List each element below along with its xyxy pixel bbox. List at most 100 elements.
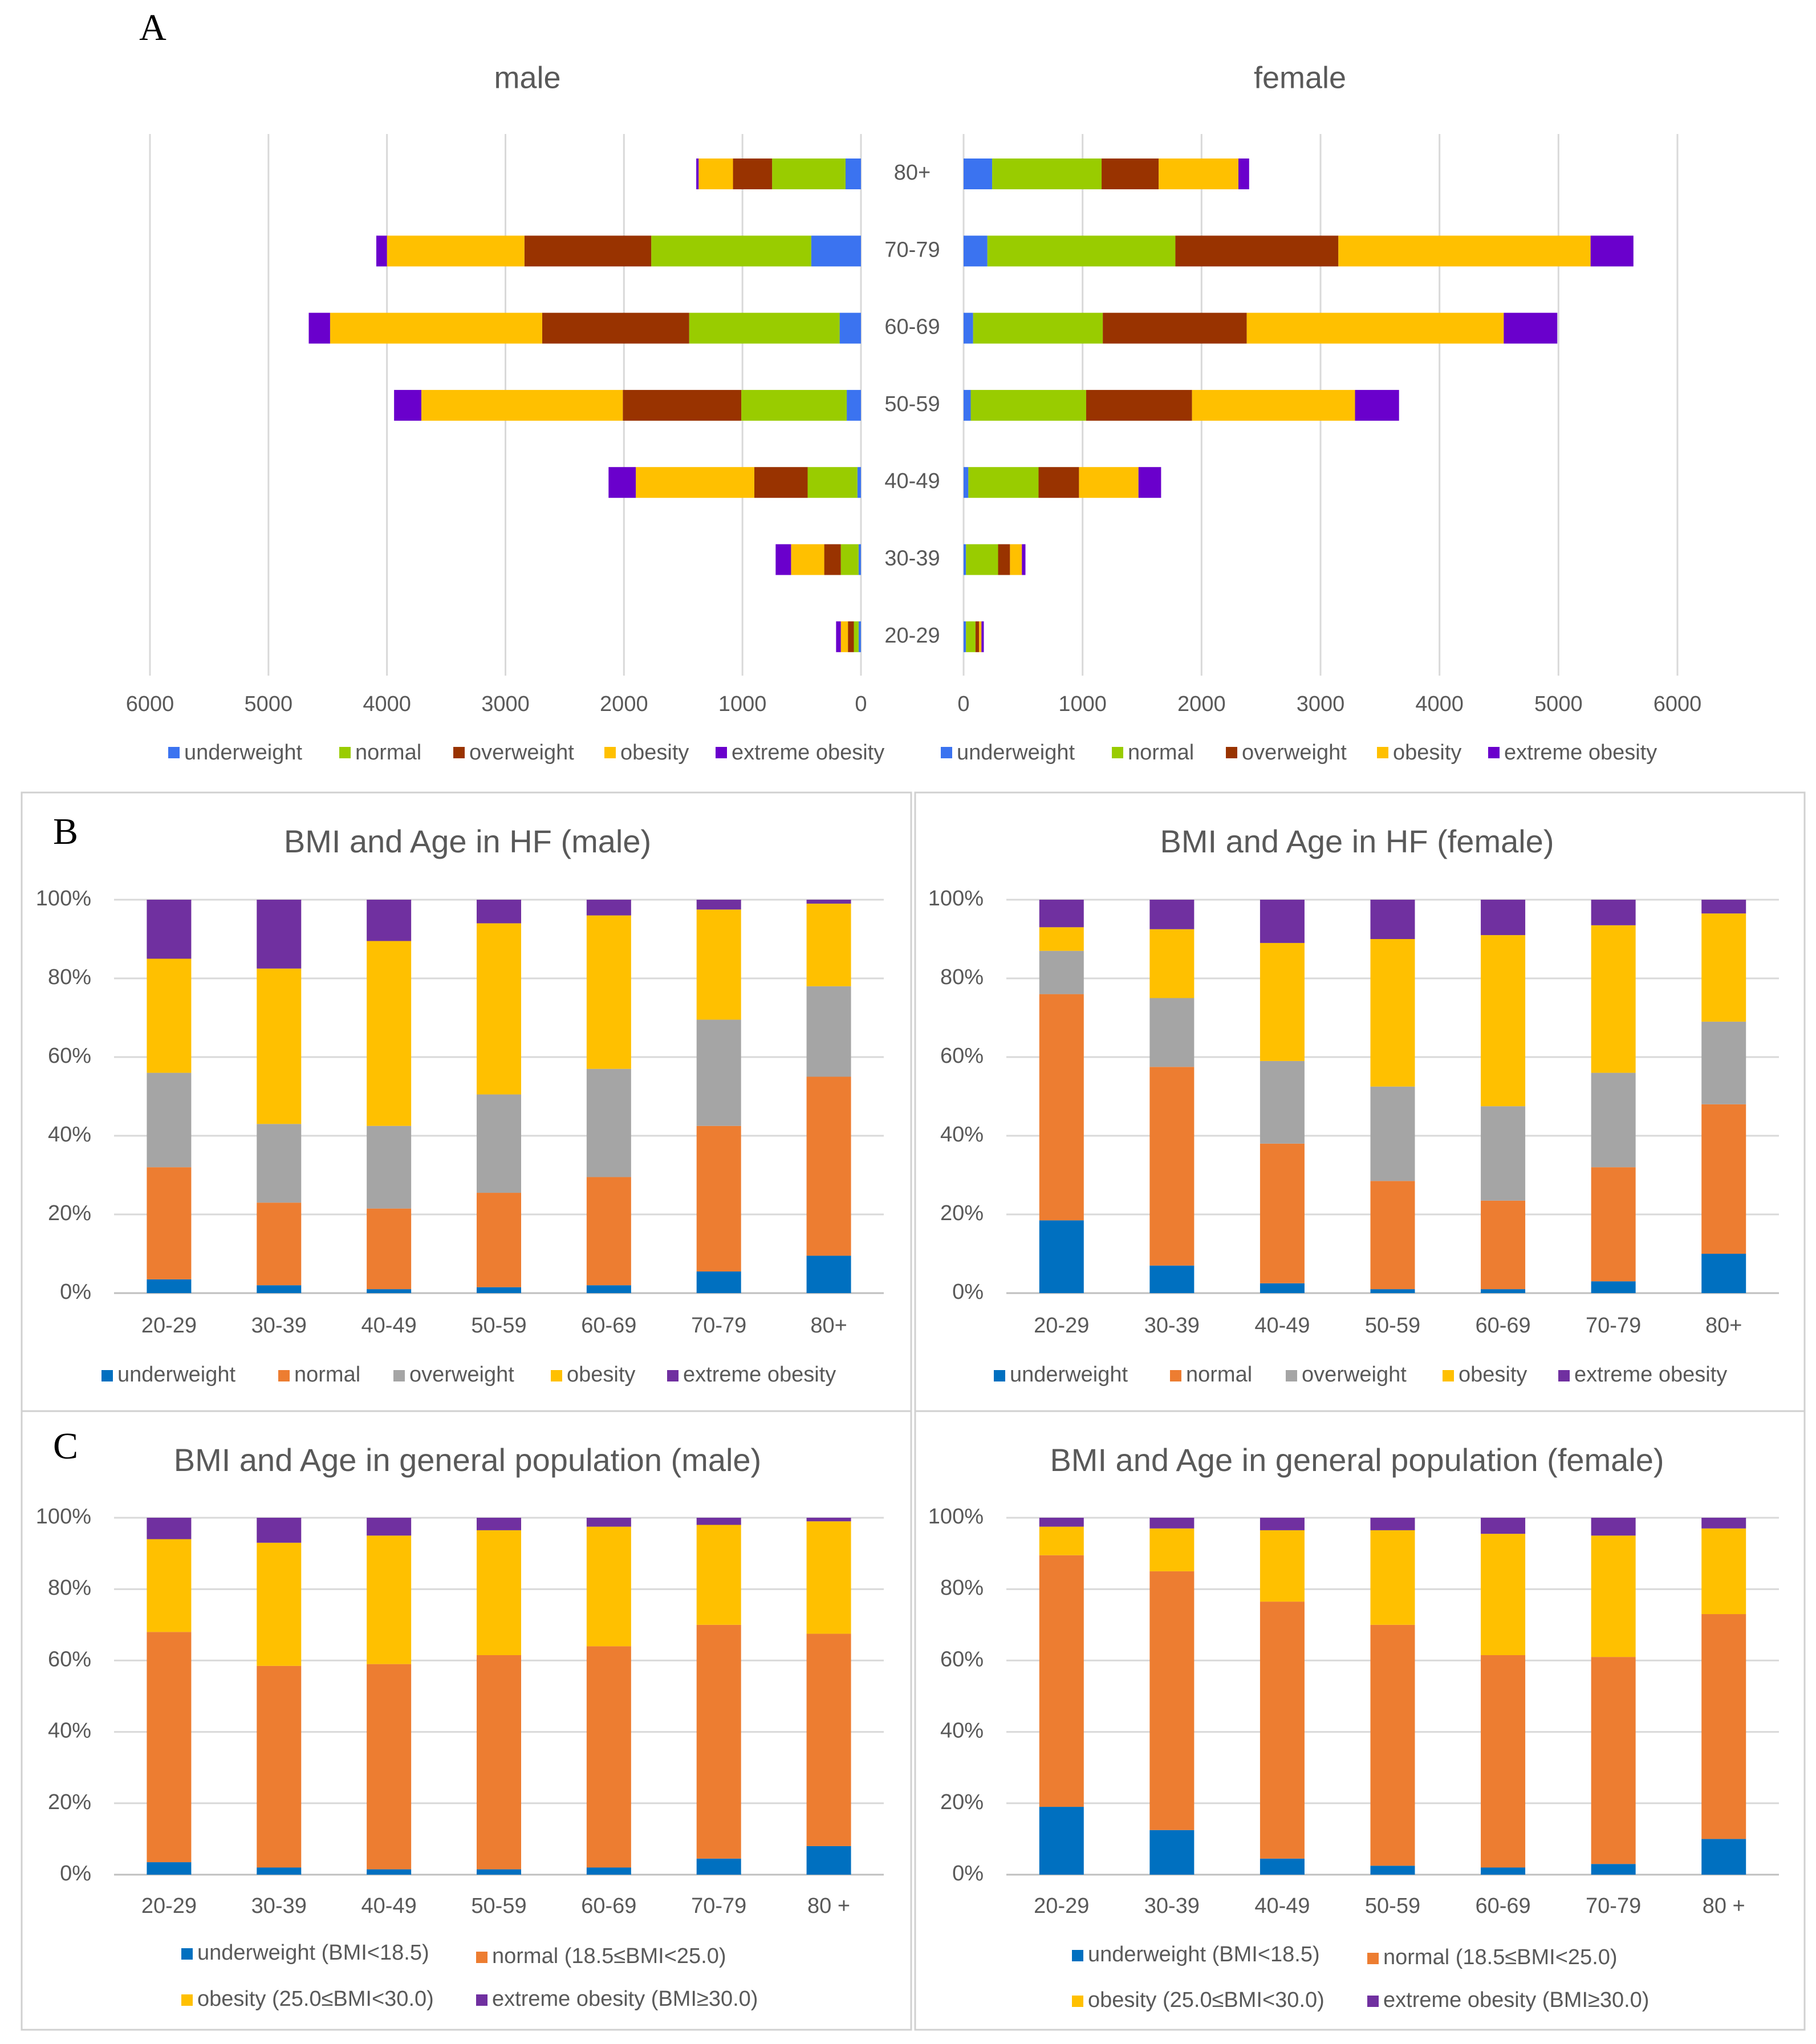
bar-left-normal-6 xyxy=(854,621,859,652)
x-category-label: 60-69 xyxy=(581,1314,636,1338)
legend-label: obesity (25.0≤BMI<30.0) xyxy=(197,1987,434,2011)
legend-label: normal (18.5≤BMI<25.0) xyxy=(1383,1945,1618,1969)
bar-B-male-overweight-6 xyxy=(806,986,851,1077)
x-category-label: 20-29 xyxy=(1034,1894,1089,1918)
bar-B-male-normal-4 xyxy=(586,1177,631,1286)
legend-swatch-C-female-1 xyxy=(1367,1953,1379,1964)
legend-label-left: overweight xyxy=(469,741,574,765)
bar-B-male-underweight-0 xyxy=(147,1279,192,1293)
bar-right-overweight-1 xyxy=(1175,235,1339,267)
bar-left-extreme_obesity-2 xyxy=(308,312,330,344)
bar-C-female-extreme_obesity-0 xyxy=(1039,1518,1084,1527)
bar-B-male-underweight-5 xyxy=(696,1271,741,1293)
bar-B-male-extreme_obesity-0 xyxy=(147,900,192,959)
bar-B-female-normal-4 xyxy=(1481,1200,1526,1290)
bar-right-extreme_obesity-5 xyxy=(1022,544,1026,575)
bar-right-obesity-2 xyxy=(1246,312,1504,344)
legend-label: obesity (25.0≤BMI<30.0) xyxy=(1088,1988,1325,2012)
bar-right-underweight-2 xyxy=(964,312,973,344)
bar-right-normal-3 xyxy=(970,389,1086,421)
bar-B-female-normal-0 xyxy=(1039,994,1084,1221)
x-category-label: 20-29 xyxy=(141,1894,197,1918)
bar-B-female-normal-3 xyxy=(1370,1181,1415,1290)
bar-right-extreme_obesity-0 xyxy=(1238,159,1249,189)
bar-C-male-extreme_obesity-6 xyxy=(806,1518,851,1522)
legend-label-right: extreme obesity xyxy=(1504,741,1657,765)
legend-label: normal (18.5≤BMI<25.0) xyxy=(492,1944,726,1968)
y-tick-label: 80% xyxy=(940,965,984,989)
x-category-label: 60-69 xyxy=(581,1894,636,1918)
legend-label: underweight (BMI<18.5) xyxy=(197,1941,429,1965)
bar-B-male-overweight-5 xyxy=(696,1019,741,1126)
y-tick-label: 40% xyxy=(48,1719,91,1743)
bar-C-female-obesity-5 xyxy=(1591,1535,1636,1657)
bar-right-overweight-5 xyxy=(998,544,1010,575)
bar-right-overweight-2 xyxy=(1103,312,1247,344)
legend-swatch-left-3 xyxy=(604,747,616,758)
bar-left-extreme_obesity-1 xyxy=(376,235,387,267)
bar-B-female-overweight-4 xyxy=(1481,1106,1526,1201)
bar-left-obesity-5 xyxy=(791,544,824,575)
bar-left-normal-1 xyxy=(651,235,811,267)
bar-B-male-extreme_obesity-1 xyxy=(257,900,302,969)
bar-left-extreme_obesity-0 xyxy=(696,159,699,189)
x-tick-label-left: 1000 xyxy=(718,692,767,716)
panel-frame-2 xyxy=(21,1410,912,2031)
bar-C-female-obesity-6 xyxy=(1701,1528,1746,1615)
legend-swatch-left-4 xyxy=(716,747,727,758)
x-category-label: 40-49 xyxy=(361,1894,417,1918)
legend-swatch-B-male-0 xyxy=(101,1370,113,1381)
y-tick-label: 0% xyxy=(952,1280,984,1304)
bar-right-obesity-6 xyxy=(979,621,982,652)
bar-C-female-normal-1 xyxy=(1149,1571,1195,1830)
legend-label: extreme obesity (BMI≥30.0) xyxy=(492,1987,758,2011)
legend-label-left: normal xyxy=(355,741,421,765)
panel-frame-3 xyxy=(914,1410,1806,2031)
legend-swatch-C-female-3 xyxy=(1367,1996,1379,2007)
bar-right-extreme_obesity-6 xyxy=(981,621,984,652)
bar-left-overweight-2 xyxy=(542,312,689,344)
y-tick-label: 100% xyxy=(36,887,91,911)
chart-title-right: female xyxy=(1254,60,1346,95)
x-category-label: 80+ xyxy=(1705,1314,1742,1338)
bar-C-female-normal-2 xyxy=(1260,1602,1305,1859)
bar-C-male-obesity-0 xyxy=(147,1539,192,1632)
bar-B-male-overweight-4 xyxy=(586,1068,631,1177)
bar-C-male-underweight-0 xyxy=(147,1862,192,1875)
legend-label-left: extreme obesity xyxy=(732,741,884,765)
bar-B-female-obesity-3 xyxy=(1370,939,1415,1087)
legend-swatch-C-male-3 xyxy=(476,1994,487,2006)
bar-C-female-obesity-2 xyxy=(1260,1530,1305,1602)
y-tick-label: 20% xyxy=(48,1201,91,1225)
legend-label-right: obesity xyxy=(1393,741,1461,765)
bar-B-female-extreme_obesity-4 xyxy=(1481,900,1526,936)
legend-swatch-left-2 xyxy=(453,747,465,758)
x-category-label: 70-79 xyxy=(1586,1894,1641,1918)
bar-right-normal-0 xyxy=(992,159,1102,189)
x-category-label: 60-69 xyxy=(1475,1894,1530,1918)
x-tick-label-left: 6000 xyxy=(126,692,174,716)
y-tick-label: 80% xyxy=(48,965,91,989)
x-category-label: 50-59 xyxy=(471,1894,526,1918)
legend-swatch-left-1 xyxy=(339,747,351,758)
y-tick-label: 40% xyxy=(48,1123,91,1147)
bar-C-male-obesity-2 xyxy=(367,1535,412,1664)
y-tick-label: 80% xyxy=(940,1576,984,1600)
legend-swatch-right-3 xyxy=(1377,747,1388,758)
bar-left-underweight-6 xyxy=(858,621,861,652)
bar-C-female-obesity-0 xyxy=(1039,1526,1084,1555)
bar-left-normal-3 xyxy=(741,389,847,421)
bar-B-female-overweight-3 xyxy=(1370,1086,1415,1181)
bar-B-male-overweight-2 xyxy=(367,1125,412,1209)
bar-B-female-overweight-2 xyxy=(1260,1060,1305,1144)
bar-C-female-underweight-0 xyxy=(1039,1807,1084,1875)
bar-C-male-obesity-6 xyxy=(806,1521,851,1634)
bar-B-male-overweight-3 xyxy=(477,1094,521,1193)
bar-right-underweight-3 xyxy=(964,389,971,421)
bar-B-male-overweight-1 xyxy=(257,1124,302,1203)
bar-C-female-underweight-6 xyxy=(1701,1839,1746,1875)
age-group-label: 50-59 xyxy=(884,392,940,416)
bar-B-female-overweight-1 xyxy=(1149,998,1195,1067)
legend-swatch-right-4 xyxy=(1488,747,1500,758)
bar-left-overweight-0 xyxy=(733,159,773,189)
